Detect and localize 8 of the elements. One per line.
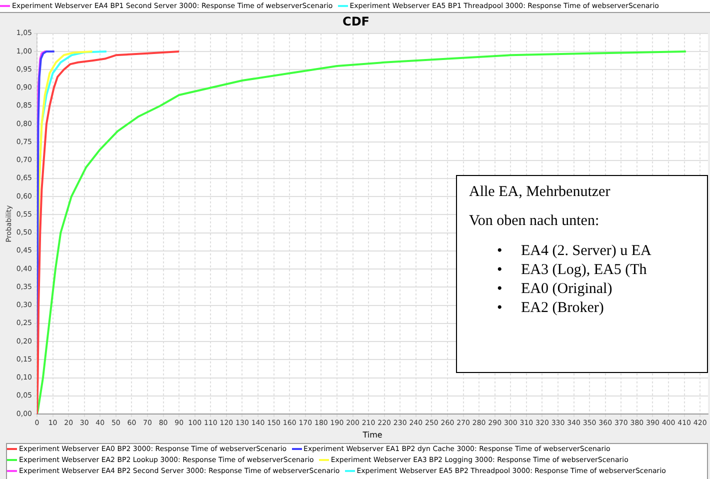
annotation: • EA0 (Original)	[497, 280, 614, 299]
annotation: • EA4 (2. Server) u EA	[497, 242, 652, 261]
x-axis-title: Time	[362, 430, 382, 440]
annotation: • EA2 (Broker)	[497, 299, 605, 318]
annotation: Alle EA, Mehrbenutzer	[469, 184, 612, 201]
chart-title: CDF	[342, 14, 370, 28]
annotation: • EA3 (Log), EA5 (Th	[497, 261, 648, 280]
annotation: Von oben nach unten:	[469, 213, 600, 230]
